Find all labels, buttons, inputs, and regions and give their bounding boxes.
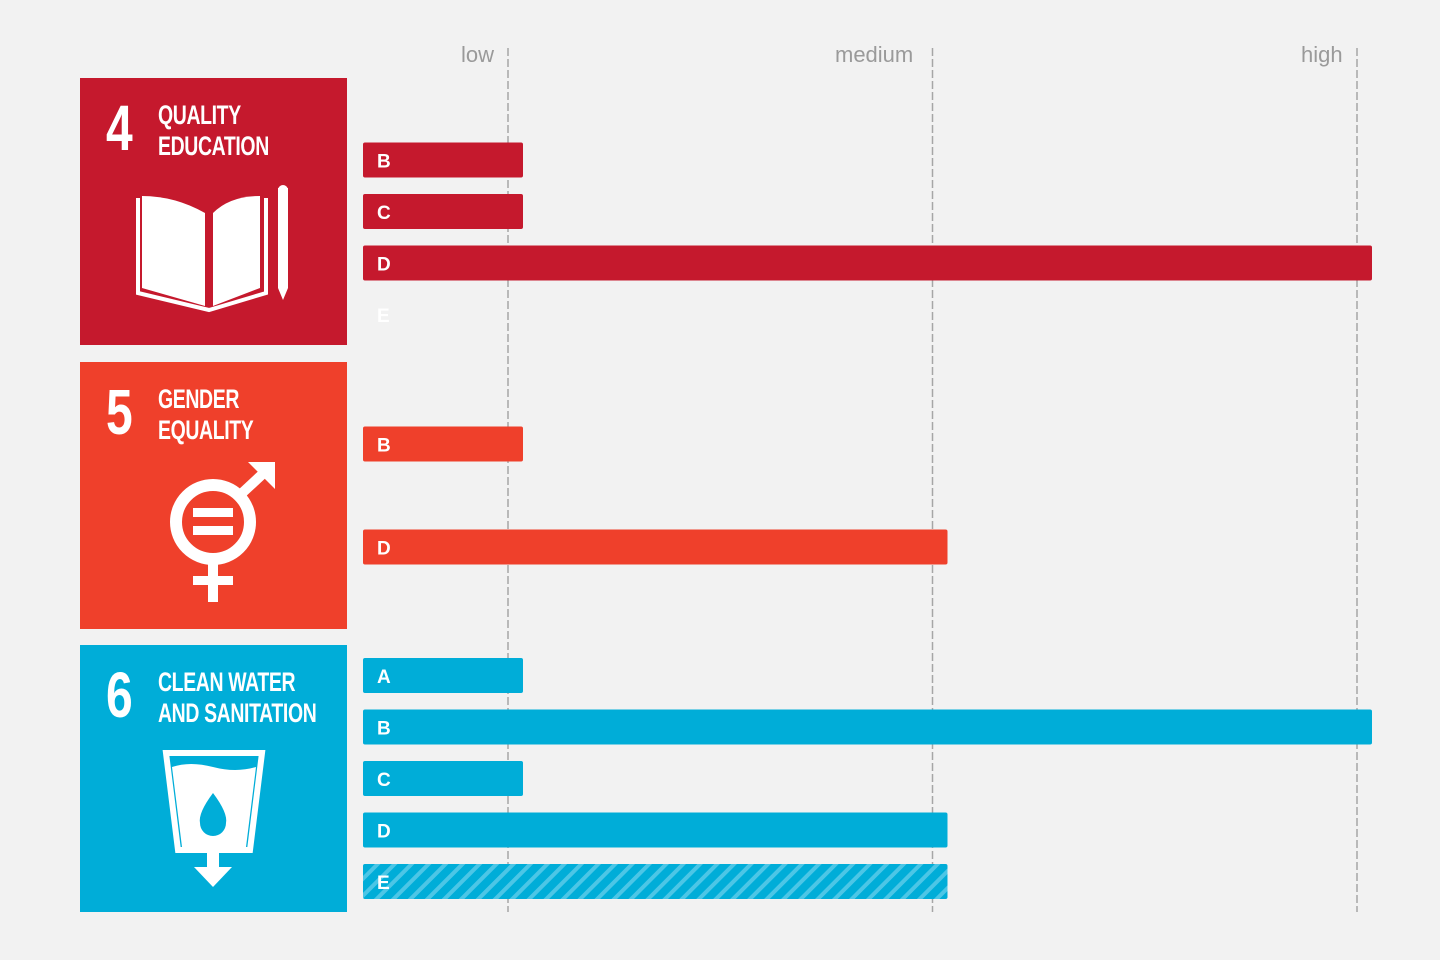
bar-6-A [363, 658, 523, 693]
goal-title-line: AND SANITATION [158, 698, 317, 728]
bar-label: B [377, 719, 391, 740]
bar-4-D [363, 245, 1372, 281]
goal-title-line: EDUCATION [158, 131, 269, 161]
bar-4-B [363, 142, 523, 178]
bar-label: D [377, 539, 391, 560]
bar-label: C [377, 770, 391, 791]
bar-label: B [377, 152, 391, 173]
bar-label: B [377, 436, 391, 457]
bar-4-C [363, 194, 523, 229]
bar-6-D [363, 812, 948, 848]
sdg-tile-4: 4 QUALITY EDUCATION [80, 78, 347, 345]
bar-label: A [377, 667, 391, 688]
sdg-tile-5: 5 GENDER EQUALITY [80, 362, 347, 629]
goal-title-line: CLEAN WATER [158, 667, 296, 697]
book-pencil-icon [136, 185, 288, 313]
goal-number: 4 [106, 92, 133, 164]
goal-title: GENDER EQUALITY [158, 384, 254, 446]
tick-label-medium: medium [835, 42, 914, 67]
gender-equality-icon [170, 462, 275, 602]
goal-number: 5 [106, 376, 133, 448]
tick-label-high: high [1301, 42, 1343, 67]
bar-label: E [377, 873, 390, 894]
bar-6-E [363, 864, 948, 899]
bar-5-D [363, 529, 948, 565]
goal-number: 6 [106, 659, 133, 731]
water-glass-icon [162, 750, 266, 887]
goal-title-line: QUALITY [158, 100, 241, 130]
bar-5-B [363, 426, 523, 462]
bar-label: D [377, 822, 391, 843]
bar-6-C [363, 761, 523, 796]
bar-6-B [363, 709, 1372, 745]
goal-title-line: EQUALITY [158, 415, 254, 445]
goal-title: CLEAN WATER AND SANITATION [158, 667, 317, 729]
bar-label: E [377, 306, 390, 327]
bar-label: D [377, 255, 391, 276]
tick-label-low: low [461, 42, 495, 67]
sdg-tile-6: 6 CLEAN WATER AND SANITATION [80, 645, 347, 912]
goal-title: QUALITY EDUCATION [158, 100, 269, 162]
goal-title-line: GENDER [158, 384, 240, 414]
bar-label: C [377, 203, 391, 224]
